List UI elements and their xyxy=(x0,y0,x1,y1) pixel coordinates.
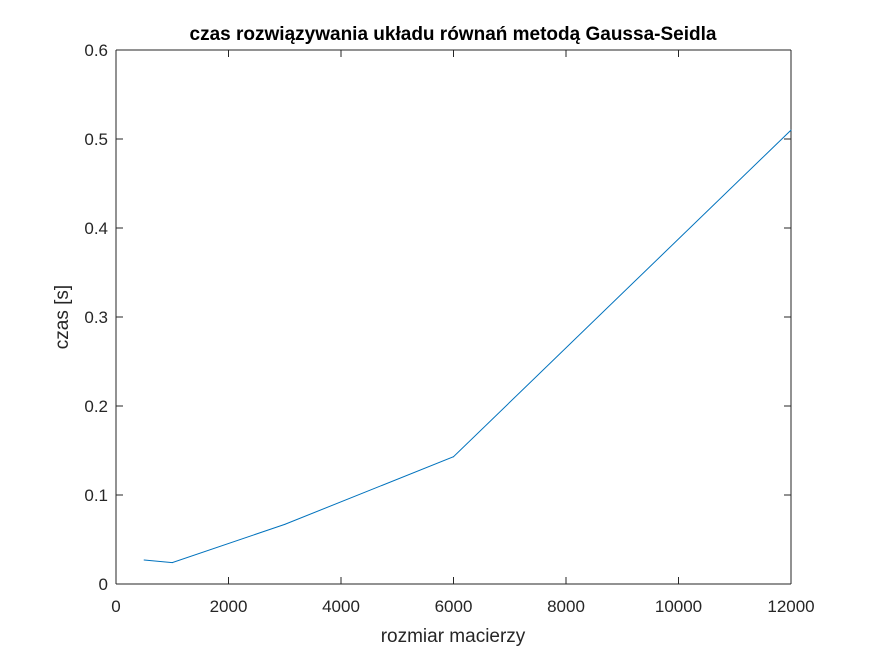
x-tick-label: 6000 xyxy=(435,597,473,616)
data-point xyxy=(790,129,792,131)
data-point xyxy=(143,559,145,561)
x-tick-label: 10000 xyxy=(655,597,702,616)
data-point xyxy=(453,456,454,458)
data-point xyxy=(171,562,173,564)
y-tick-label: 0.3 xyxy=(84,308,108,327)
x-tick-label: 4000 xyxy=(322,597,360,616)
y-tick-label: 0 xyxy=(99,575,108,594)
x-ticks: 0 2000 4000 6000 8000 10000 12000 xyxy=(111,50,815,616)
y-ticks: 0 0.1 0.2 0.3 0.4 0.5 0.6 xyxy=(84,41,791,594)
y-tick-label: 0.2 xyxy=(84,397,108,416)
x-tick-label: 12000 xyxy=(767,597,814,616)
x-axis-label: rozmiar macierzy xyxy=(381,626,526,647)
y-tick-label: 0.4 xyxy=(84,219,108,238)
x-tick-label: 2000 xyxy=(210,597,248,616)
axes-box xyxy=(115,49,792,585)
x-tick-label: 8000 xyxy=(547,597,585,616)
series-line xyxy=(144,129,792,564)
chart-title: czas rozwiązywania układu równań metodą … xyxy=(190,24,717,45)
data-point xyxy=(284,523,286,525)
series-layer xyxy=(143,129,792,564)
x-tick-label: 0 xyxy=(111,597,120,616)
y-axis-label: czas [s] xyxy=(52,285,73,349)
y-tick-label: 0.6 xyxy=(84,41,108,60)
y-tick-label: 0.5 xyxy=(84,130,108,149)
y-tick-label: 0.1 xyxy=(84,486,108,505)
